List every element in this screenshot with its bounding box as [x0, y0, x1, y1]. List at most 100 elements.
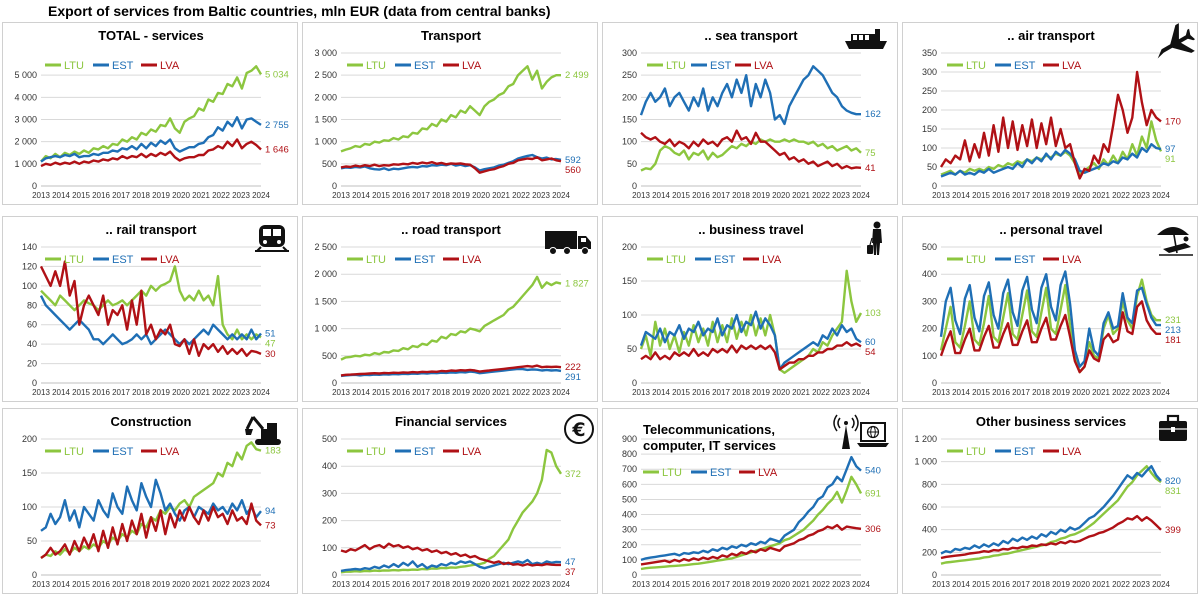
x-tick-label: 2023 [232, 580, 250, 589]
y-tick-label: 500 [322, 351, 337, 361]
end-label-ltu: 2 499 [565, 70, 589, 81]
chart-telecommunications-computer-it-services-svg: 0 100 200 300 400 500 600 700 800 900 2013 2014 2015… [622, 414, 889, 589]
x-tick-label: 2019 [152, 580, 170, 589]
series-line-ltu [640, 475, 863, 571]
y-tick-label: 0 [932, 181, 937, 191]
y-tick-label: 300 [622, 48, 637, 58]
x-tick-label: 2013 [932, 580, 950, 589]
legend-label-lva: LVA [1062, 446, 1082, 458]
x-tick-label: 2014 [652, 580, 670, 589]
chart-personal-travel: 0 100 200 300 400 500 2013 2014 2015 2016 2017 2018… [902, 216, 1198, 402]
x-tick-label: 2015 [972, 191, 990, 200]
end-label-ltu: 47 [265, 338, 276, 349]
x-tick-label: 2013 [932, 388, 950, 397]
x-tick-label: 2021 [792, 191, 810, 200]
y-tick-label: 200 [922, 324, 937, 334]
x-tick-label: 2017 [412, 191, 430, 200]
x-tick-label: 2016 [92, 191, 110, 200]
end-label-lva: 54 [865, 347, 876, 358]
y-tick-label: 600 [622, 479, 637, 489]
y-tick-label: 350 [922, 48, 937, 58]
x-tick-label: 2014 [52, 580, 70, 589]
x-tick-label: 2021 [792, 580, 810, 589]
x-tick-label: 2024 [852, 388, 870, 397]
chart-construction: 0 50 100 150 200 2013 2014 2015 2016 2017 2018 2019… [2, 408, 298, 594]
legend-label-ltu: LTU [366, 254, 386, 266]
x-tick-label: 2021 [192, 580, 210, 589]
x-tick-label: 2019 [452, 388, 470, 397]
chart-title: .. sea transport [704, 28, 798, 43]
series-line-lva [340, 542, 561, 567]
chart-road-transport: 0 500 1 000 1 500 2 000 2 500 2013 2014 2015 2016… [302, 216, 598, 402]
series-line-ltu [340, 448, 563, 574]
series-line-ltu [940, 465, 1162, 565]
x-tick-label: 2013 [632, 191, 650, 200]
x-tick-label: 2017 [712, 388, 730, 397]
chart-business-travel: 0 50 100 150 200 2013 2014 2015 2016 2017 2018 2019… [602, 216, 898, 402]
x-tick-label: 2022 [512, 191, 530, 200]
series-line-est [639, 65, 861, 126]
x-tick-label: 2020 [472, 388, 490, 397]
end-label-ltu: 831 [1165, 486, 1181, 497]
x-tick-label: 2015 [372, 580, 390, 589]
y-tick-label: 300 [322, 488, 337, 498]
y-tick-label: 50 [627, 159, 637, 169]
y-tick-label: 100 [922, 351, 937, 361]
x-tick-label: 2018 [1032, 191, 1050, 200]
x-tick-label: 2021 [192, 191, 210, 200]
chart-personal-travel-svg: 0 100 200 300 400 500 2013 2014 2015 2016 2017 2018… [922, 222, 1193, 397]
x-tick-label: 2021 [1092, 580, 1110, 589]
series-line-lva [340, 155, 562, 174]
x-tick-label: 2015 [372, 191, 390, 200]
series-line-est [39, 295, 262, 346]
legend-label-ltu: LTU [366, 446, 386, 458]
series-line-ltu [340, 65, 561, 153]
x-tick-label: 2015 [72, 388, 90, 397]
end-label-est: 213 [1165, 325, 1181, 336]
x-tick-label: 2023 [1132, 191, 1150, 200]
chart-title: Financial services [395, 414, 507, 429]
y-tick-label: 80 [27, 300, 37, 310]
chart-title: Other business services [976, 414, 1126, 429]
x-tick-label: 2017 [112, 191, 130, 200]
x-tick-label: 2014 [52, 388, 70, 397]
y-tick-label: 200 [22, 434, 37, 444]
series-line-ltu [639, 269, 863, 375]
chart-title: TOTAL - services [98, 28, 204, 43]
legend-label-est: EST [710, 60, 732, 72]
end-label-est: 291 [565, 372, 581, 383]
x-tick-label: 2022 [812, 580, 830, 589]
y-tick-label: 20 [27, 359, 37, 369]
x-tick-label: 2022 [212, 580, 230, 589]
chart-title: Telecommunications, [643, 422, 775, 437]
y-tick-label: 200 [922, 547, 937, 557]
y-tick-label: 150 [622, 276, 637, 286]
x-tick-label: 2014 [352, 191, 370, 200]
x-tick-label: 2019 [752, 191, 770, 200]
x-tick-label: 2013 [332, 580, 350, 589]
svg-text:€: € [571, 419, 585, 441]
x-tick-label: 2024 [252, 191, 270, 200]
x-tick-label: 2021 [1092, 388, 1110, 397]
y-tick-label: 800 [922, 479, 937, 489]
chart-financial-services: 0 100 200 300 400 500 2013 2014 2015 2016 2017 2018… [302, 408, 598, 594]
x-tick-label: 2024 [552, 580, 570, 589]
y-tick-label: 600 [922, 502, 937, 512]
y-tick-label: 60 [27, 320, 37, 330]
x-tick-label: 2014 [52, 191, 70, 200]
legend-label-lva: LVA [160, 446, 180, 458]
x-tick-label: 2021 [492, 191, 510, 200]
chart-sea-transport: 0 50 100 150 200 250 300 2013 2014 2015 2016 2017 20… [602, 22, 898, 205]
legend-label-lva: LVA [160, 60, 180, 72]
x-tick-label: 2020 [1072, 191, 1090, 200]
x-tick-label: 2020 [772, 580, 790, 589]
series-line-lva [40, 138, 262, 168]
x-tick-label: 2017 [112, 580, 130, 589]
chart-title: .. road transport [401, 222, 501, 237]
x-tick-label: 2016 [992, 580, 1010, 589]
legend-label-est: EST [710, 467, 732, 479]
y-tick-label: 300 [922, 296, 937, 306]
x-tick-label: 2017 [1012, 191, 1030, 200]
